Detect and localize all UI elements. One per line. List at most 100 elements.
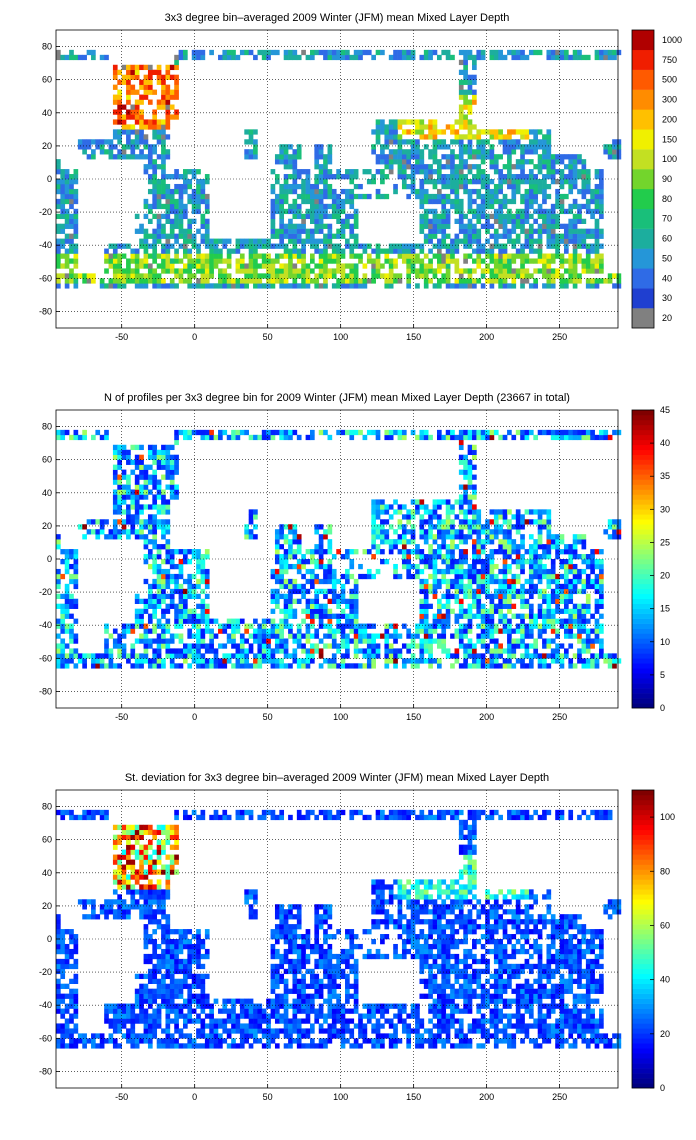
- heatmap-cell: [161, 534, 166, 540]
- heatmap-cell: [279, 663, 285, 669]
- heatmap-cell: [64, 549, 70, 555]
- heatmap-cell: [117, 114, 122, 120]
- heatmap-cell: [498, 603, 503, 609]
- heatmap-cell: [288, 159, 293, 165]
- heatmap-cell: [467, 243, 473, 249]
- heatmap-cell: [340, 188, 346, 195]
- heatmap-cell: [248, 238, 254, 244]
- heatmap-cell: [156, 218, 162, 224]
- heatmap-cell: [165, 648, 171, 654]
- heatmap-cell: [401, 658, 407, 664]
- heatmap-cell: [91, 519, 96, 525]
- heatmap-cell: [511, 539, 517, 545]
- heatmap-cell: [563, 54, 569, 61]
- heatmap-cell: [472, 519, 477, 525]
- heatmap-cell: [156, 183, 162, 190]
- heatmap-cell: [349, 593, 355, 600]
- heatmap-cell: [209, 258, 214, 264]
- heatmap-cell: [73, 174, 79, 180]
- heatmap-cell: [99, 524, 105, 530]
- heatmap-cell: [327, 539, 333, 545]
- heatmap-cell: [349, 283, 355, 289]
- heatmap-cell: [542, 593, 547, 600]
- heatmap-cell: [489, 549, 495, 555]
- heatmap-cell: [182, 233, 188, 239]
- heatmap-cell: [314, 208, 320, 215]
- heatmap-cell: [279, 628, 285, 634]
- heatmap-cell: [143, 623, 149, 629]
- heatmap-cell: [388, 643, 394, 649]
- heatmap-cell: [139, 633, 144, 639]
- heatmap-cell: [235, 648, 241, 654]
- heatmap-cell: [489, 429, 495, 436]
- heatmap-cell: [388, 434, 394, 441]
- heatmap-cell: [375, 159, 381, 165]
- heatmap-cell: [340, 174, 346, 180]
- heatmap-cell: [77, 658, 83, 664]
- heatmap-cell: [599, 598, 604, 604]
- heatmap-cell: [419, 193, 425, 200]
- heatmap-cell: [502, 174, 508, 180]
- heatmap-cell: [546, 524, 552, 530]
- heatmap-cell: [266, 653, 271, 659]
- heatmap-cell: [279, 534, 285, 540]
- heatmap-cell: [244, 638, 249, 644]
- heatmap-cell: [318, 253, 324, 259]
- heatmap-cell: [261, 49, 267, 56]
- heatmap-cell: [292, 529, 298, 535]
- heatmap-cell: [134, 283, 140, 289]
- heatmap-cell: [327, 663, 333, 669]
- heatmap-cell: [507, 509, 512, 515]
- heatmap-cell: [165, 233, 171, 239]
- heatmap-cell: [218, 623, 223, 629]
- heatmap-cell: [397, 159, 403, 165]
- heatmap-cell: [187, 628, 193, 634]
- heatmap-cell: [546, 608, 552, 614]
- heatmap-cell: [152, 243, 158, 249]
- mld-mean-panel: 3x3 degree bin–averaged 2009 Winter (JFM…: [0, 0, 696, 342]
- heatmap-cell: [502, 139, 508, 145]
- heatmap-cell: [235, 658, 241, 664]
- heatmap-cell: [599, 54, 604, 61]
- heatmap-cell: [428, 529, 433, 535]
- heatmap-cell: [152, 583, 158, 590]
- heatmap-cell: [432, 593, 438, 600]
- heatmap-cell: [108, 278, 114, 284]
- heatmap-cell: [603, 144, 609, 150]
- heatmap-cell: [388, 544, 394, 550]
- heatmap-cell: [489, 638, 495, 644]
- heatmap-cell: [450, 203, 455, 210]
- heatmap-cell: [476, 549, 482, 555]
- heatmap-cell: [261, 263, 267, 269]
- heatmap-cell: [393, 539, 398, 545]
- heatmap-cell: [463, 434, 468, 441]
- heatmap-cell: [69, 193, 74, 200]
- heatmap-cell: [64, 213, 70, 220]
- heatmap-cell: [603, 434, 609, 441]
- heatmap-cell: [270, 213, 276, 220]
- heatmap-cell: [121, 469, 127, 475]
- heatmap-cell: [161, 613, 166, 619]
- heatmap-cell: [56, 203, 61, 210]
- heatmap-cell: [283, 549, 289, 555]
- heatmap-cell: [419, 549, 425, 555]
- heatmap-cell: [371, 519, 376, 525]
- heatmap-cell: [174, 258, 179, 264]
- heatmap-cell: [542, 213, 547, 220]
- heatmap-cell: [196, 663, 201, 669]
- heatmap-cell: [174, 174, 179, 180]
- heatmap-cell: [585, 263, 591, 269]
- heatmap-cell: [69, 638, 74, 644]
- heatmap-cell: [594, 623, 600, 629]
- heatmap-cell: [489, 144, 495, 150]
- heatmap-cell: [147, 519, 153, 525]
- heatmap-cell: [305, 54, 311, 61]
- heatmap-cell: [318, 203, 324, 210]
- heatmap-cell: [191, 658, 197, 664]
- heatmap-cell: [463, 608, 468, 614]
- heatmap-cell: [353, 598, 359, 604]
- heatmap-cell: [480, 568, 486, 575]
- heatmap-cell: [161, 459, 166, 465]
- heatmap-cell: [318, 549, 324, 555]
